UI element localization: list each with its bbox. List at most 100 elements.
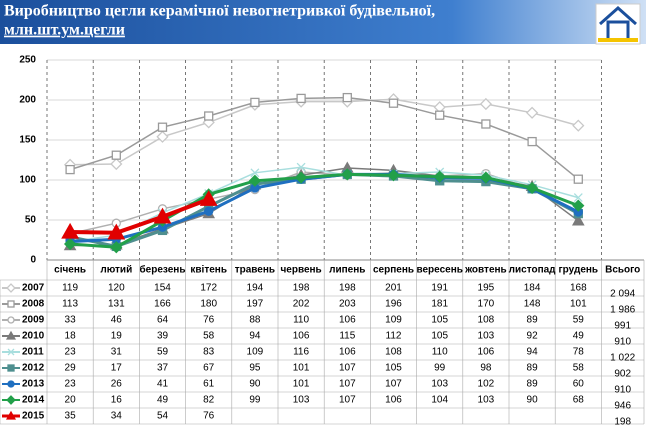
legend-label: 2011 (22, 347, 44, 358)
x-tick-label: серпень (373, 265, 414, 276)
marker (65, 164, 75, 175)
y-tick-label: 0 (30, 255, 36, 266)
table-value: 154 (154, 283, 171, 294)
marker (156, 130, 169, 143)
total-header: Всього (605, 265, 640, 276)
table-value: 194 (247, 283, 264, 294)
marker (433, 170, 446, 183)
table-value: 101 (293, 363, 310, 374)
marker (572, 199, 585, 212)
table-value: 88 (249, 315, 261, 326)
table-value: 110 (432, 347, 448, 358)
table-value: 107 (385, 379, 402, 390)
table-value: 78 (573, 347, 585, 358)
table-value: 195 (478, 283, 495, 294)
table-value: 101 (293, 379, 310, 390)
marker (435, 110, 445, 120)
marker (5, 410, 17, 420)
marker (573, 174, 583, 184)
table-value: 89 (527, 315, 539, 326)
table-value: 99 (249, 395, 261, 406)
table-value: 34 (111, 411, 123, 422)
legend-label: 2015 (22, 411, 45, 422)
legend-label: 2013 (22, 379, 45, 390)
table-value: 196 (385, 299, 402, 310)
table-value: 92 (527, 331, 539, 342)
marker (7, 380, 15, 388)
table-value: 198 (293, 283, 310, 294)
marker (61, 222, 80, 239)
table-value: 105 (385, 363, 402, 374)
marker (7, 300, 15, 308)
marker (7, 364, 15, 372)
marker (7, 348, 15, 356)
table-value: 98 (480, 363, 492, 374)
table-value: 99 (434, 363, 446, 374)
marker (7, 316, 15, 324)
table-total: 2 094 (610, 289, 635, 300)
x-tick-label: лютий (100, 265, 132, 276)
series-line (70, 197, 210, 235)
legend-label: 2014 (22, 395, 45, 406)
table-value: 172 (200, 283, 217, 294)
y-tick-label: 250 (19, 55, 36, 66)
table-value: 31 (111, 347, 123, 358)
marker (573, 193, 583, 203)
marker (5, 330, 17, 340)
table-value: 67 (203, 363, 215, 374)
table-value: 76 (203, 411, 215, 422)
table-value: 68 (573, 395, 585, 406)
table-total: 1 022 (610, 353, 635, 364)
x-tick-label: липень (329, 265, 365, 276)
marker (199, 190, 218, 206)
table-value: 89 (527, 379, 539, 390)
y-tick-label: 200 (19, 95, 36, 106)
table-value: 76 (203, 315, 215, 326)
table-value: 184 (524, 283, 541, 294)
table-value: 197 (247, 299, 264, 310)
marker (571, 214, 585, 226)
table-value: 113 (62, 299, 78, 310)
table-value: 103 (478, 395, 495, 406)
table-value: 16 (111, 395, 123, 406)
table-value: 107 (339, 379, 356, 390)
table-value: 26 (111, 379, 123, 390)
marker (387, 169, 400, 182)
x-tick-label: березень (140, 264, 186, 276)
x-tick-label: травень (235, 265, 275, 276)
logo (595, 3, 641, 45)
table-value: 109 (247, 347, 264, 358)
table-value: 108 (385, 347, 402, 358)
table-value: 120 (108, 283, 125, 294)
table-value: 59 (573, 315, 585, 326)
legend-label: 2007 (22, 283, 45, 294)
marker (157, 122, 168, 132)
marker (342, 92, 352, 103)
table-value: 105 (431, 331, 448, 342)
legend-label: 2010 (22, 331, 45, 342)
table-value: 83 (203, 347, 215, 358)
table-value: 60 (573, 379, 585, 390)
marker (341, 168, 354, 181)
table-value: 106 (385, 395, 402, 406)
table-value: 168 (570, 283, 587, 294)
table-value: 109 (385, 315, 402, 326)
table-value: 89 (527, 363, 539, 374)
table-value: 106 (339, 315, 356, 326)
table-value: 119 (62, 283, 78, 294)
table-value: 107 (339, 363, 356, 374)
table-value: 202 (293, 299, 310, 310)
table-value: 29 (65, 363, 77, 374)
table-value: 64 (157, 315, 169, 326)
table-value: 131 (108, 299, 125, 310)
table-value: 90 (527, 395, 539, 406)
marker (479, 97, 493, 111)
chart-title: млн.шт.ум.цегли (4, 22, 125, 39)
table-total: 991 (614, 321, 631, 332)
table-value: 105 (431, 315, 448, 326)
table-value: 115 (339, 331, 355, 342)
marker (107, 223, 126, 240)
table-value: 106 (339, 347, 356, 358)
table-value: 61 (203, 379, 215, 390)
